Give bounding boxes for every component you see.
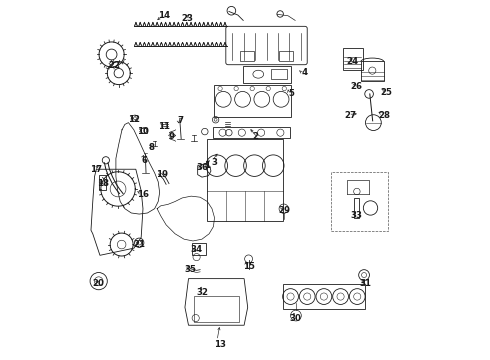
Text: 27: 27 xyxy=(345,111,357,120)
Bar xyxy=(279,51,294,61)
Bar xyxy=(213,127,290,138)
Bar xyxy=(331,172,389,231)
Text: 23: 23 xyxy=(182,14,194,23)
Text: 5: 5 xyxy=(289,89,294,98)
Text: 16: 16 xyxy=(137,190,149,199)
Bar xyxy=(207,139,283,221)
Text: 29: 29 xyxy=(278,206,291,215)
Text: 32: 32 xyxy=(196,288,208,297)
Bar xyxy=(354,198,359,218)
Text: 33: 33 xyxy=(350,211,362,220)
Text: 19: 19 xyxy=(156,170,169,179)
Text: 9: 9 xyxy=(169,132,174,141)
Bar xyxy=(240,51,254,61)
Text: 24: 24 xyxy=(346,57,359,66)
Text: 34: 34 xyxy=(191,246,203,255)
Text: 13: 13 xyxy=(214,341,226,350)
Text: 21: 21 xyxy=(133,240,145,249)
Text: 35: 35 xyxy=(185,265,196,274)
Bar xyxy=(98,175,106,190)
Text: 20: 20 xyxy=(92,279,104,288)
Text: 30: 30 xyxy=(289,314,301,323)
Text: 8: 8 xyxy=(149,143,155,152)
Text: 6: 6 xyxy=(142,156,147,165)
Text: 31: 31 xyxy=(359,279,371,288)
Text: 10: 10 xyxy=(137,127,149,136)
Text: 2: 2 xyxy=(253,132,259,141)
Text: 7: 7 xyxy=(177,116,184,125)
Bar xyxy=(271,69,287,79)
Text: 11: 11 xyxy=(158,122,171,131)
Text: 1: 1 xyxy=(204,161,210,170)
Text: 12: 12 xyxy=(128,114,140,123)
Text: 26: 26 xyxy=(350,82,362,91)
Text: 25: 25 xyxy=(381,87,392,96)
Bar xyxy=(361,60,384,81)
Text: 18: 18 xyxy=(98,179,109,188)
Text: 15: 15 xyxy=(243,262,254,271)
Text: 14: 14 xyxy=(158,10,171,19)
Text: 28: 28 xyxy=(379,111,391,120)
Bar xyxy=(283,284,365,310)
Text: 17: 17 xyxy=(90,165,102,174)
Text: 36: 36 xyxy=(196,163,208,172)
Bar xyxy=(214,85,291,117)
Bar xyxy=(343,48,363,69)
Bar xyxy=(192,243,206,255)
Bar xyxy=(194,296,239,321)
Bar xyxy=(243,66,292,83)
Text: 22: 22 xyxy=(108,61,120,70)
Text: 3: 3 xyxy=(212,158,218,167)
Bar xyxy=(141,128,147,134)
Text: 4: 4 xyxy=(301,68,307,77)
